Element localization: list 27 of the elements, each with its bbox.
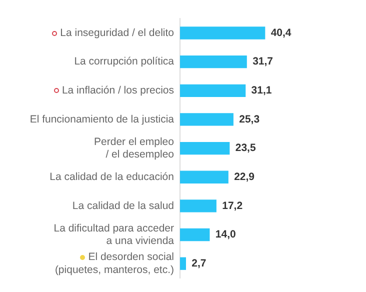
data-label: 31,7 [252,56,274,68]
bar [180,26,266,40]
bar [180,228,210,242]
y-tick-label: El funcionamiento de la justicia [30,113,174,126]
y-tick-label: La inseguridad / el delito [60,26,174,39]
y-tick-label: Perder el empleo / el desempleo [94,136,174,160]
y-tick-label: La inflación / los precios [62,84,174,97]
y-tick-label: La corrupción política [74,56,174,68]
data-label: 40,4 [270,26,292,39]
data-label: 2,7 [192,257,206,270]
bar [180,84,246,97]
data-label: 14,0 [215,228,236,241]
bar [180,56,247,68]
bar [180,257,186,270]
bar [180,200,216,212]
data-label: 23,5 [235,142,256,154]
data-label: 25,3 [239,113,260,126]
y-tick-label: El desorden social (piquetes, manteros, etc.) [54,251,174,276]
bar [180,142,230,155]
data-label: 17,2 [222,200,243,212]
y-tick-label: La calidad de la salud [72,200,174,212]
data-label: 22,9 [234,171,255,184]
data-label: 31,1 [251,84,272,97]
y-tick-label: La calidad de la educación [50,171,174,184]
y-tick-label: La dificultad para acceder a una vivienda [54,222,174,247]
bar [180,170,228,184]
bar [180,113,234,126]
